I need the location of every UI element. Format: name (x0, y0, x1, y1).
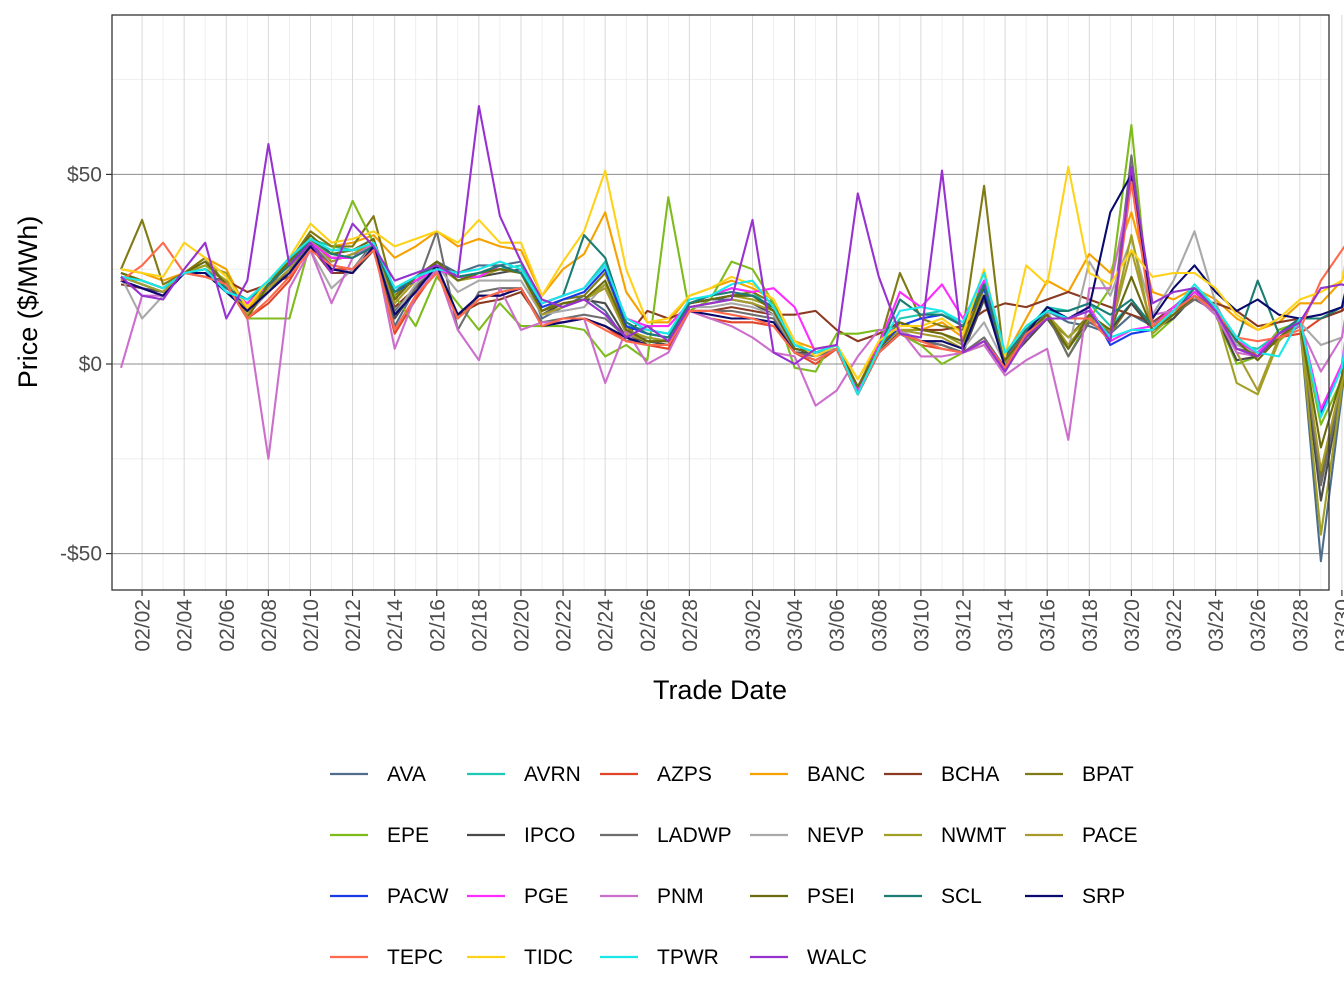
y-axis-title: Price ($/MWh) (13, 216, 43, 389)
legend-label: SCL (941, 885, 982, 908)
legend-label: LADWP (657, 824, 732, 847)
legend-item-banc: BANC (750, 763, 865, 786)
x-tick-label: 03/04 (784, 599, 807, 652)
legend-item-tidc: TIDC (467, 946, 573, 969)
legend-item-ava: AVA (330, 763, 426, 786)
x-tick-label: 03/28 (1289, 599, 1312, 652)
x-tick-label: 02/04 (174, 599, 197, 652)
major-gridlines (112, 15, 1343, 590)
series-lines (119, 105, 1344, 563)
legend-label: IPCO (524, 824, 575, 847)
x-tick-label: 02/26 (637, 599, 660, 652)
x-tick-label: 03/26 (1247, 599, 1270, 652)
legend-item-azps: AZPS (600, 763, 712, 786)
x-tick-label: 02/22 (553, 599, 576, 652)
legend-label: NEVP (807, 824, 864, 847)
legend-label: PACE (1082, 824, 1138, 847)
legend-item-nevp: NEVP (750, 824, 864, 847)
legend-label: TPWR (657, 946, 719, 969)
legend-label: TEPC (387, 946, 443, 969)
legend-label: NWMT (941, 824, 1006, 847)
y-axis: -$50 $0 $50 (60, 163, 112, 566)
x-tick-label: 03/08 (868, 599, 891, 652)
series-line-nevp (120, 230, 1344, 392)
x-tick-label: 03/02 (742, 599, 765, 652)
x-tick-label: 03/30 (1331, 599, 1344, 652)
x-tick-label: 03/24 (1205, 599, 1228, 652)
legend-item-epe: EPE (330, 824, 429, 847)
legend-label: PGE (524, 885, 568, 908)
plot-border (111, 14, 1330, 591)
legend-item-srp: SRP (1025, 885, 1125, 908)
x-tick-label: 02/20 (510, 599, 533, 652)
x-tick-label: 03/18 (1079, 599, 1102, 652)
legend-label: PNM (657, 885, 704, 908)
x-tick-label: 03/06 (826, 599, 849, 652)
x-tick-label: 02/28 (679, 599, 702, 652)
series-line-tidc (120, 165, 1344, 381)
legend-label: EPE (387, 824, 429, 847)
y-tick-label: $50 (67, 163, 102, 186)
x-axis: 02/02 02/04 02/06 02/08 02/10 02/12 02/14 02/16… (132, 590, 1344, 652)
legend-item-pace: PACE (1025, 824, 1138, 847)
series-line-walc (120, 105, 1344, 373)
x-tick-label: 02/18 (468, 599, 491, 652)
legend-label: TIDC (524, 946, 573, 969)
x-tick-label: 02/10 (300, 599, 323, 652)
x-tick-label: 02/24 (595, 599, 618, 652)
legend-item-pacw: PACW (330, 885, 449, 908)
legend-label: PACW (387, 885, 449, 908)
legend-item-walc: WALC (750, 946, 867, 969)
legend-item-ladwp: LADWP (600, 824, 732, 847)
legend-label: AVRN (524, 763, 581, 786)
legend-item-avrn: AVRN (467, 763, 581, 786)
x-tick-label: 02/08 (258, 599, 281, 652)
x-tick-label: 02/06 (216, 599, 239, 652)
legend-label: PSEI (807, 885, 855, 908)
legend-label: BPAT (1082, 763, 1134, 786)
x-tick-label: 02/14 (384, 599, 407, 652)
legend-item-pnm: PNM (600, 885, 704, 908)
series-line-tpwr (120, 237, 1344, 419)
legend-item-tpwr: TPWR (600, 946, 719, 969)
x-tick-label: 02/02 (132, 599, 155, 652)
x-tick-label: 03/12 (953, 599, 976, 652)
legend-label: BANC (807, 763, 865, 786)
x-tick-label: 02/16 (426, 599, 449, 652)
legend-label: AZPS (657, 763, 712, 786)
x-tick-label: 03/16 (1037, 599, 1060, 652)
legend-item-scl: SCL (884, 885, 982, 908)
legend-item-bcha: BCHA (884, 763, 999, 786)
legend-item-tepc: TEPC (330, 946, 443, 969)
legend-item-psei: PSEI (750, 885, 855, 908)
legend-label: AVA (387, 763, 426, 786)
legend-item-nwmt: NWMT (884, 824, 1006, 847)
series-line-srp (120, 173, 1344, 396)
x-tick-label: 03/22 (1163, 599, 1186, 652)
y-tick-label: $0 (79, 353, 102, 376)
x-tick-label: 02/12 (342, 599, 365, 652)
legend: AVA AVRN AZPS BANC BCHA BPAT EPE IPCO LADWP NEVP N… (330, 763, 1138, 969)
x-axis-title: Trade Date (653, 675, 787, 705)
legend-label: SRP (1082, 885, 1125, 908)
series-line-tepc (120, 180, 1344, 396)
x-tick-label: 03/14 (995, 599, 1018, 652)
y-tick-label: -$50 (60, 543, 102, 566)
legend-item-bpat: BPAT (1025, 763, 1134, 786)
x-tick-label: 03/20 (1121, 599, 1144, 652)
legend-label: WALC (807, 946, 867, 969)
x-tick-label: 03/10 (910, 599, 933, 652)
legend-item-pge: PGE (467, 885, 568, 908)
legend-item-ipco: IPCO (467, 824, 575, 847)
legend-label: BCHA (941, 763, 999, 786)
